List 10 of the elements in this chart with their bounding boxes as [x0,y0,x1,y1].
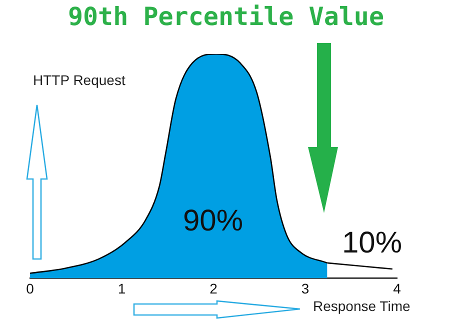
x-tick-label: 4 [393,280,402,296]
x-tick-label: 1 [118,280,126,296]
x-tick-label: 3 [301,280,310,296]
x-tick-label: 0 [26,280,34,296]
annotation: 10% [342,226,402,260]
chart-title: 90th Percentile Value [66,2,386,31]
x-tick-label: 2 [210,280,218,296]
y-axis-title: HTTP Request [33,72,126,88]
x-axis-title: Response Time [313,298,410,314]
annotation: 90% [182,204,244,238]
